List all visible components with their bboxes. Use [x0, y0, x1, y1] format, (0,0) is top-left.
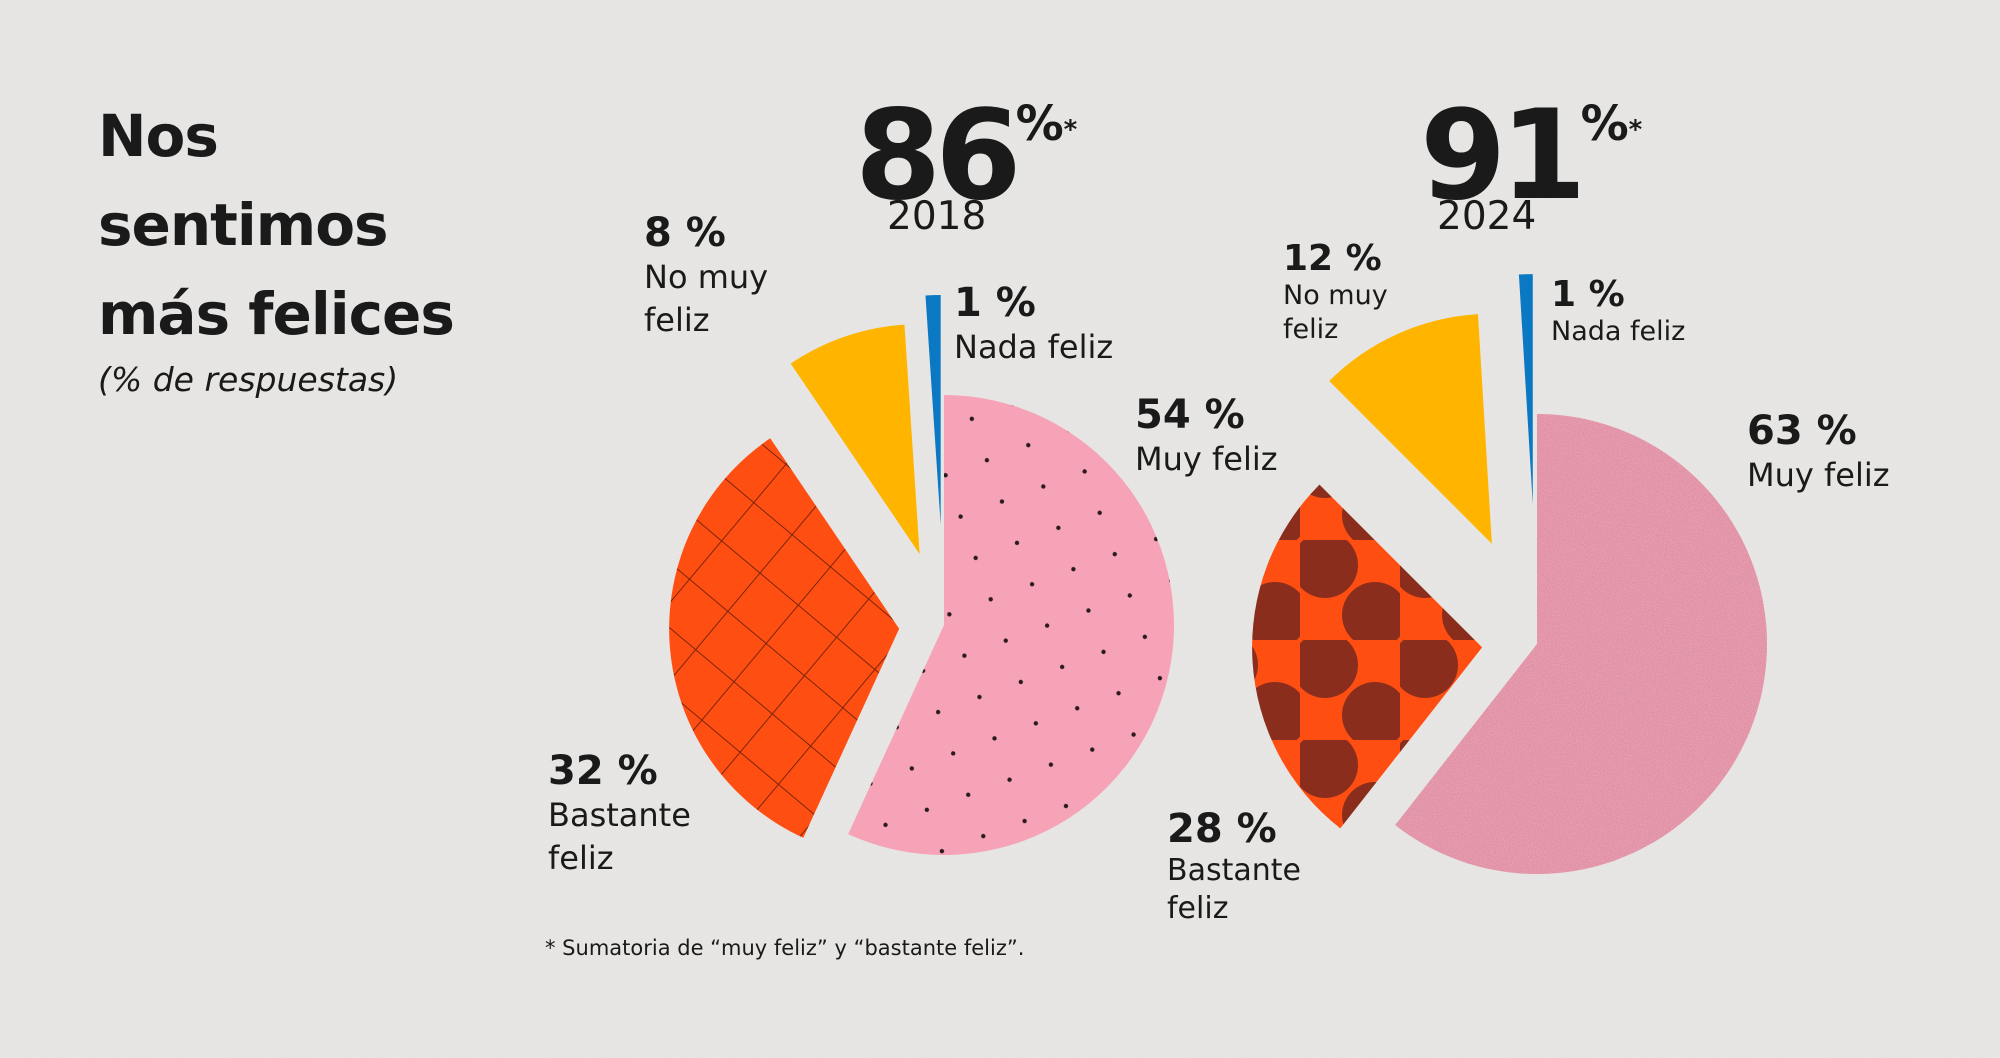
pie-2018 [669, 295, 1174, 855]
total-value: 91 [1420, 84, 1587, 228]
slice-texture-overlay [1395, 414, 1767, 874]
slice-no-muy-feliz-2018 [790, 324, 920, 555]
label-muy-feliz-2024: 63 % Muy feliz [1747, 408, 1890, 497]
slice-category: Nada feliz [1551, 316, 1686, 347]
slice-nada-feliz-2024 [1518, 274, 1533, 505]
slice-category: feliz [548, 839, 614, 877]
slice-category: feliz [1283, 314, 1339, 345]
total-value: 86 [855, 84, 1022, 228]
slice-percent: 12 % [1283, 238, 1382, 279]
slice-category: Muy feliz [1747, 456, 1890, 494]
slice-category: Nada feliz [954, 328, 1114, 366]
slice-category: Bastante [1167, 853, 1301, 888]
slice-percent: 63 % [1747, 408, 1857, 454]
title-line: Nos [98, 102, 219, 170]
chart-subtitle: (% de respuestas) [98, 360, 399, 399]
slice-percent: 1 % [954, 280, 1036, 326]
chart-title: Nos sentimos más felices [98, 92, 455, 359]
slice-category: No muy [644, 258, 769, 296]
label-nada-feliz-2024: 1 % Nada feliz [1551, 274, 1685, 349]
pie-2024 [1252, 274, 1767, 874]
year-2024: 2024 [1437, 194, 1537, 239]
slice-nada-feliz-2018 [925, 295, 941, 526]
slice-percent: 8 % [644, 210, 726, 256]
title-line: sentimos [98, 191, 389, 259]
year-2018: 2018 [887, 194, 987, 239]
slice-muy-feliz-2018 [848, 395, 1174, 855]
total-unit: % [1580, 96, 1629, 152]
total-unit: % [1015, 96, 1064, 152]
title-line: más felices [98, 280, 455, 348]
label-bastante-feliz-2024: 28 % Bastante feliz [1167, 806, 1301, 928]
label-no-muy-feliz-2018: 8 % No muy feliz [644, 210, 768, 342]
slice-bastante-feliz-2024 [1252, 484, 1483, 829]
slice-percent: 1 % [1551, 274, 1625, 315]
label-no-muy-feliz-2024: 12 % No muy feliz [1283, 238, 1388, 347]
label-bastante-feliz-2018: 32 % Bastante feliz [548, 748, 691, 880]
slice-category: feliz [644, 301, 710, 339]
slice-percent: 32 % [548, 748, 658, 794]
slice-no-muy-feliz-2024 [1329, 314, 1492, 544]
slice-percent: 28 % [1167, 806, 1277, 852]
slice-category: Bastante [548, 796, 691, 834]
label-nada-feliz-2018: 1 % Nada feliz [954, 280, 1113, 369]
total-asterisk: * [1063, 115, 1078, 145]
total-asterisk: * [1628, 115, 1643, 145]
slice-category: feliz [1167, 891, 1229, 926]
slice-category: Muy feliz [1135, 440, 1278, 478]
slice-percent: 54 % [1135, 392, 1245, 438]
label-muy-feliz-2018: 54 % Muy feliz [1135, 392, 1278, 481]
slice-category: No muy [1283, 280, 1388, 311]
total-2024: 91%* [1420, 94, 1642, 218]
slice-bastante-feliz-2018 [669, 438, 900, 838]
footnote: * Sumatoria de “muy feliz” y “bastante f… [545, 936, 1025, 960]
total-2018: 86%* [855, 94, 1077, 218]
